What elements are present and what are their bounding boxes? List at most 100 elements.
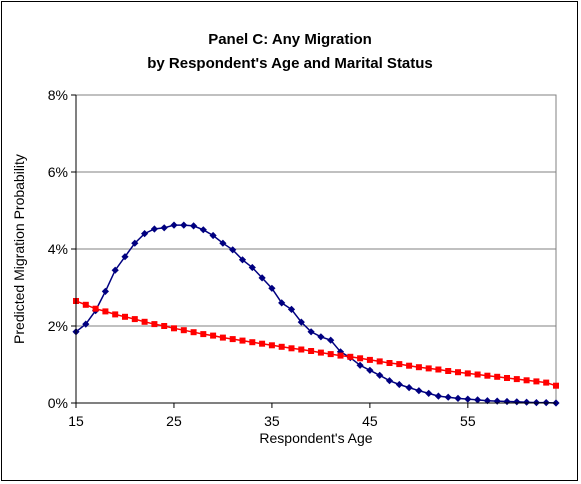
- series-2-point: [347, 353, 354, 360]
- series-2-point: [376, 358, 383, 365]
- series-2-point: [543, 379, 550, 386]
- series-2-point: [494, 373, 501, 380]
- series-2-point: [474, 371, 481, 378]
- series-1-point: [150, 225, 158, 233]
- series-2-point: [553, 382, 559, 389]
- series-1-point: [278, 299, 286, 307]
- series-1-point: [101, 287, 109, 295]
- series-1-point: [493, 397, 501, 405]
- series-2-point: [161, 323, 168, 329]
- y-tick-label: 8%: [48, 87, 68, 103]
- series-2-point: [327, 351, 334, 358]
- series-2-point: [406, 362, 413, 369]
- series-2-point: [415, 364, 422, 371]
- series-1-point: [131, 239, 139, 247]
- series-2-point: [278, 343, 285, 350]
- series-2-point: [151, 321, 158, 328]
- series-1-point: [474, 396, 482, 404]
- series-1-point: [395, 380, 403, 389]
- series-1-point: [327, 336, 335, 344]
- series-1-point: [209, 231, 217, 240]
- series-2-point: [259, 340, 266, 347]
- series-1-point: [425, 389, 433, 397]
- x-tick-label: 55: [460, 413, 476, 429]
- series-2-point: [268, 342, 275, 349]
- series-1-point: [229, 246, 237, 254]
- series-1-point: [513, 398, 521, 406]
- series-2-point: [464, 370, 471, 377]
- series-2-point: [425, 365, 432, 372]
- x-tick-label: 25: [166, 413, 182, 429]
- series-2-point: [435, 366, 442, 373]
- series-1-point: [190, 222, 198, 230]
- series-1-point: [287, 305, 296, 313]
- series-2-point: [229, 336, 236, 343]
- series-1-point: [258, 274, 266, 282]
- series-1-point: [238, 256, 247, 264]
- series-2-point: [219, 334, 226, 341]
- series-2-point: [445, 368, 452, 374]
- series-2-point: [92, 305, 99, 312]
- y-axis-ticks: 0% 2% 4% 6% 8%: [48, 87, 76, 411]
- series-2-point: [523, 377, 530, 384]
- series-1-point: [415, 387, 423, 395]
- series-2-point: [190, 329, 197, 336]
- series-1-point: [297, 318, 305, 326]
- series-2-point: [102, 308, 109, 315]
- series-2-point: [131, 316, 138, 323]
- series-1-point: [111, 266, 119, 274]
- y-tick-label: 2%: [48, 318, 68, 334]
- series-1-point: [141, 230, 149, 238]
- series-1-point: [405, 384, 413, 392]
- series-1-point: [385, 377, 394, 385]
- series-2-point: [122, 313, 128, 320]
- series-2-point: [337, 352, 344, 359]
- series-1-point: [434, 392, 442, 400]
- series-1-point: [464, 395, 472, 403]
- y-tick-label: 6%: [48, 164, 68, 180]
- series-2-point: [533, 378, 540, 385]
- series-2-point: [171, 325, 177, 332]
- y-tick-label: 4%: [48, 241, 68, 257]
- series-2-point: [513, 376, 520, 383]
- series-1-point: [268, 284, 276, 292]
- series-2-point: [249, 339, 256, 346]
- series-1-point: [523, 398, 531, 406]
- chart-title: Panel C: Any Migration: [208, 31, 372, 48]
- series-1-point: [366, 366, 374, 374]
- series-1-point: [307, 328, 315, 336]
- series-1-point: [199, 226, 207, 234]
- series-2-point: [484, 372, 491, 379]
- series-1-point: [82, 320, 90, 328]
- series-2-point: [288, 345, 295, 352]
- series-2-point: [298, 346, 305, 353]
- x-tick-label: 45: [362, 413, 378, 429]
- y-axis-label: Predicted Migration Probability: [11, 154, 27, 344]
- series-1-point: [219, 239, 227, 247]
- series-2-point: [180, 327, 187, 334]
- series-1-point: [248, 263, 256, 272]
- series-2-point: [357, 355, 364, 362]
- series-2-point: [82, 301, 89, 308]
- series-1-point: [180, 221, 188, 229]
- series-1-point: [170, 221, 178, 229]
- series-1-point: [160, 224, 168, 232]
- series-1-point: [121, 253, 129, 261]
- series-1-point: [454, 394, 462, 402]
- series-2-point: [455, 369, 461, 376]
- series-2-point: [308, 348, 315, 354]
- series-1-point: [444, 393, 452, 401]
- series-2-point: [239, 337, 246, 344]
- x-axis-ticks: 15 25 35 45 55: [68, 403, 476, 429]
- y-tick-label: 0%: [48, 395, 68, 411]
- series-2-point: [141, 318, 148, 325]
- series-2-point: [366, 356, 373, 363]
- series-1-point: [317, 333, 325, 341]
- x-tick-label: 15: [68, 413, 84, 429]
- series-2-point: [112, 311, 119, 318]
- series-2-point: [210, 332, 217, 339]
- series-2-point: [504, 375, 510, 381]
- series-2-point: [317, 349, 324, 356]
- chart-subtitle: by Respondent's Age and Marital Status: [147, 55, 433, 72]
